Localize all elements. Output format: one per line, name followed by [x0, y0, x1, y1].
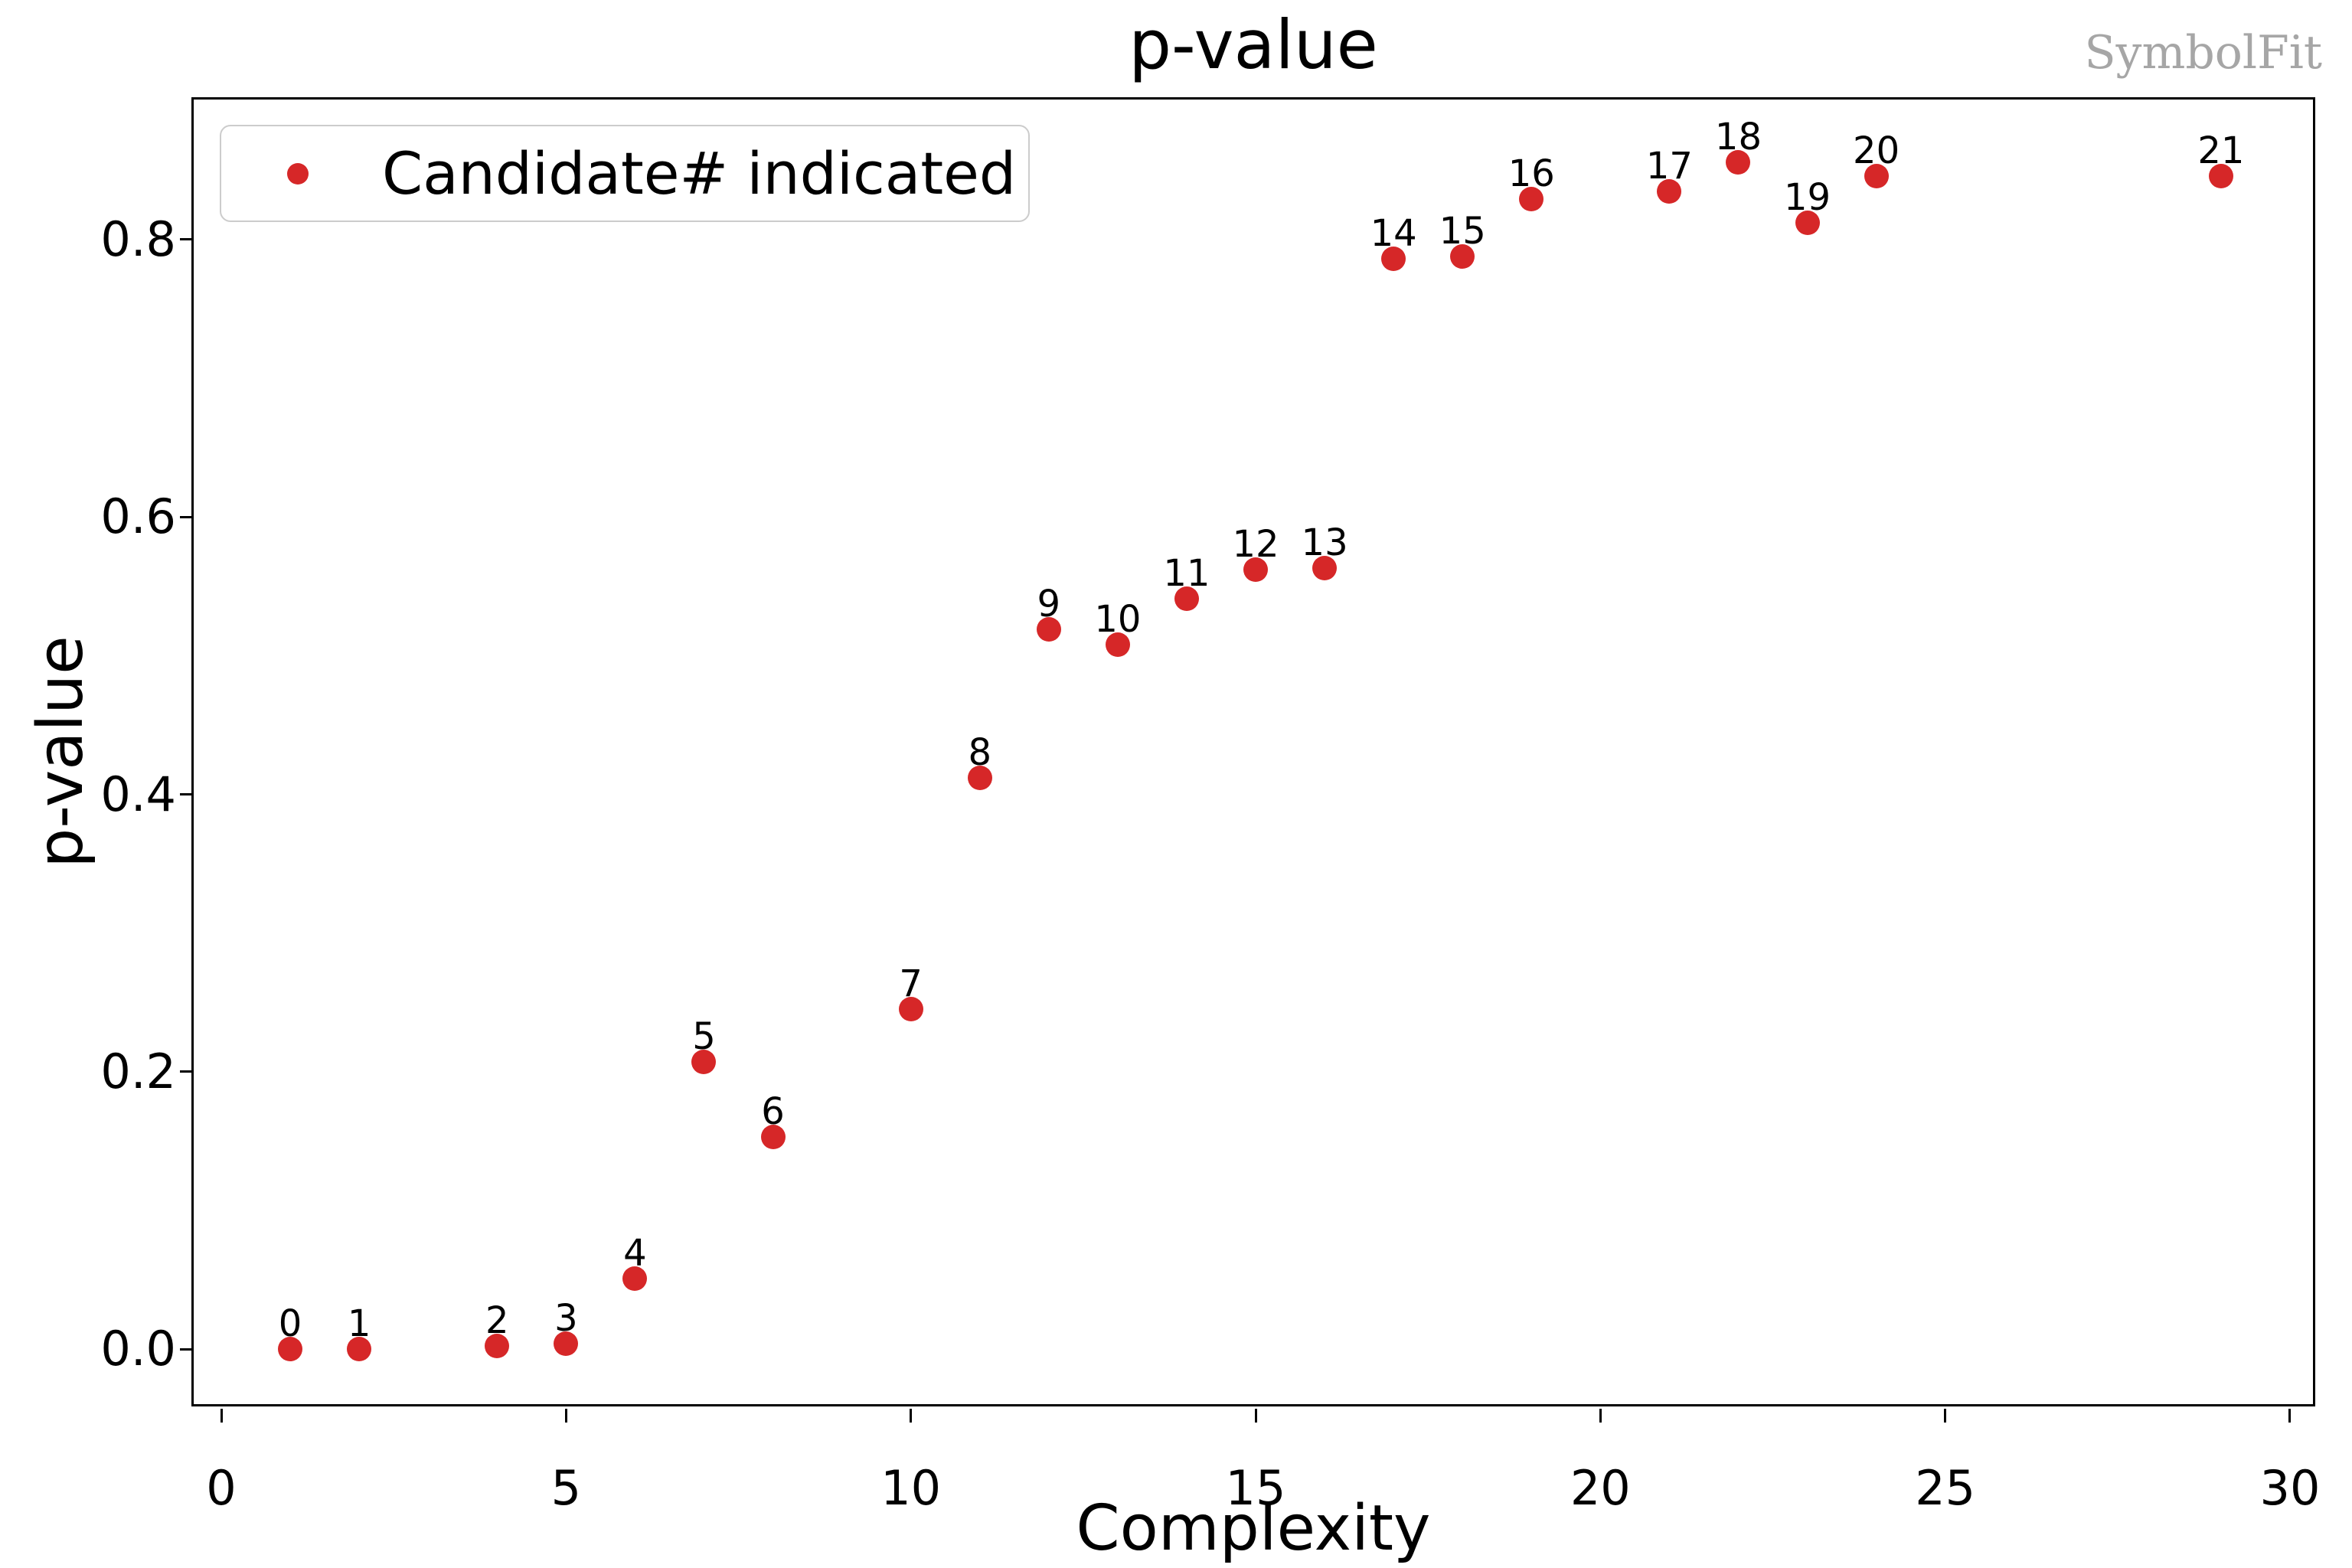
y-tick-mark — [180, 515, 194, 518]
data-point-label: 11 — [1163, 552, 1210, 596]
data-point — [967, 765, 992, 790]
data-point — [1105, 632, 1130, 657]
legend: Candidate# indicated — [220, 125, 1030, 222]
legend-label: Candidate# indicated — [382, 139, 1017, 207]
data-point-label: 9 — [1037, 582, 1061, 626]
x-tick-label: 25 — [1915, 1460, 1976, 1516]
data-point — [485, 1334, 510, 1359]
data-point-label: 13 — [1301, 521, 1348, 565]
data-point-label: 7 — [899, 962, 923, 1006]
y-tick-mark — [180, 238, 194, 241]
data-point — [347, 1337, 372, 1362]
chart-title: p-value — [1129, 5, 1378, 84]
data-point — [622, 1266, 648, 1291]
y-tick-mark — [180, 1348, 194, 1351]
x-tick-mark — [1254, 1409, 1257, 1423]
symbolfit-watermark: SymbolFit — [2084, 26, 2322, 80]
data-point-label: 21 — [2197, 129, 2245, 172]
data-point-label: 19 — [1783, 176, 1831, 220]
x-tick-mark — [1599, 1409, 1602, 1423]
y-tick-label: 0.8 — [100, 211, 176, 267]
data-point-label: 0 — [278, 1302, 302, 1346]
x-tick-mark — [564, 1409, 567, 1423]
x-tick-mark — [910, 1409, 913, 1423]
x-tick-label: 15 — [1225, 1460, 1286, 1516]
data-point — [691, 1050, 717, 1075]
data-point-label: 5 — [692, 1015, 716, 1059]
x-tick-label: 5 — [550, 1460, 582, 1516]
x-axis-label: Complexity — [1076, 1492, 1431, 1565]
data-point — [1243, 557, 1268, 583]
data-point-label: 20 — [1853, 129, 1900, 172]
data-point-label: 16 — [1508, 152, 1555, 196]
data-point — [278, 1337, 303, 1362]
data-point — [1726, 149, 1751, 175]
legend-marker-icon — [287, 162, 309, 185]
x-tick-mark — [220, 1409, 223, 1423]
x-tick-label: 0 — [206, 1460, 237, 1516]
data-point — [1657, 178, 1682, 204]
y-tick-label: 0.6 — [100, 488, 176, 545]
plot-area: 0 5 10 15 20 25 30 0.0 0.2 0.4 0.6 0.8 0 1 2 3 4 5 6 7 8 9 10 1… — [100, 97, 2320, 1512]
data-point-label: 15 — [1439, 209, 1486, 253]
x-tick-mark — [2288, 1409, 2292, 1423]
x-tick-label: 30 — [2259, 1460, 2321, 1516]
data-point — [1519, 187, 1544, 212]
data-point-label: 4 — [623, 1231, 647, 1275]
data-point-label: 1 — [347, 1302, 371, 1346]
data-point — [898, 997, 923, 1022]
data-point-label: 6 — [761, 1089, 785, 1133]
x-tick-label: 20 — [1570, 1460, 1631, 1516]
data-point — [554, 1331, 579, 1356]
data-point — [1312, 556, 1338, 581]
data-point-label: 8 — [968, 730, 992, 774]
x-tick-label: 10 — [880, 1460, 942, 1516]
data-point — [2208, 163, 2233, 188]
data-point — [1795, 211, 1820, 236]
data-point-label: 10 — [1094, 597, 1142, 641]
x-tick-mark — [1944, 1409, 1947, 1423]
data-point-label: 12 — [1232, 523, 1279, 567]
data-point-label: 3 — [554, 1296, 578, 1340]
data-point — [1036, 616, 1061, 642]
data-point — [1174, 586, 1199, 612]
y-tick-label: 0.0 — [100, 1321, 176, 1377]
data-point-label: 17 — [1645, 144, 1693, 188]
data-point — [760, 1124, 786, 1149]
y-tick-label: 0.2 — [100, 1043, 176, 1099]
y-axis-label: p-value — [24, 635, 97, 868]
data-point — [1381, 247, 1406, 272]
y-tick-mark — [180, 793, 194, 796]
data-point — [1450, 243, 1475, 269]
y-tick-label: 0.4 — [100, 766, 176, 822]
data-point-label: 18 — [1714, 115, 1762, 158]
data-point-label: 2 — [485, 1299, 509, 1343]
data-point-label: 14 — [1370, 212, 1417, 256]
y-tick-mark — [180, 1070, 194, 1073]
data-point — [1864, 163, 1889, 188]
